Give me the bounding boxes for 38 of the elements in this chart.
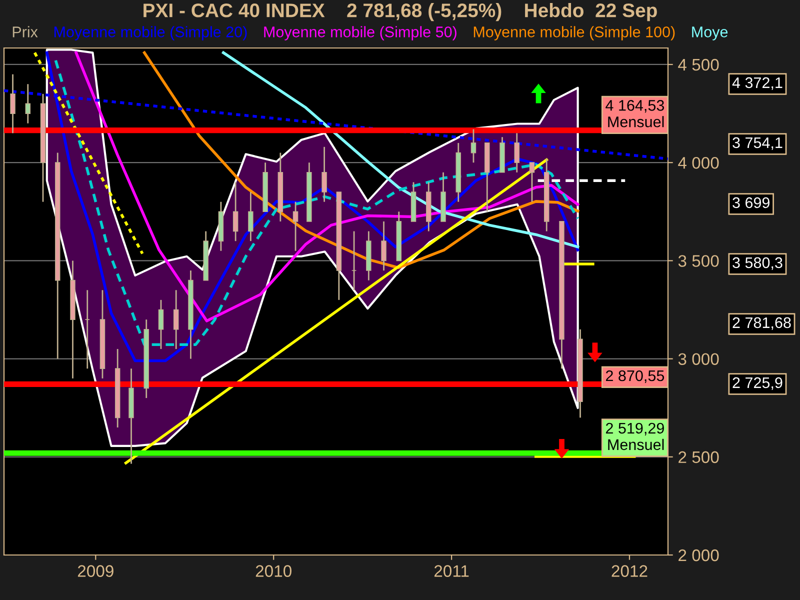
candlestick: [158, 299, 164, 350]
candlestick: [292, 201, 298, 252]
candlestick: [514, 132, 520, 174]
candlestick: [470, 128, 476, 164]
text: Prix: [12, 26, 38, 38]
candlestick: [381, 220, 386, 272]
ref-line-label: 2 519,29 Mensuel: [606, 422, 664, 450]
text: 2 781,68: [732, 317, 791, 330]
series-label: Moyenne mobile (Simple 20): [54, 26, 247, 40]
x-tick-label: 2010: [256, 565, 292, 577]
candlestick: [10, 74, 16, 134]
text: 4 372,1: [732, 77, 782, 90]
text: Moye: [692, 26, 728, 40]
text: 3 754,1: [732, 137, 782, 150]
y-tick-label: 3 500: [678, 255, 719, 267]
y-tick-label: 3 000: [678, 353, 719, 365]
y-tick-label: 4 500: [678, 58, 719, 71]
text: Moyenne mobile (Simple 50): [264, 26, 456, 40]
text: 2 725,9: [732, 377, 782, 390]
candlestick: [248, 191, 254, 242]
y-tick-label: 4 000: [678, 156, 719, 169]
y-tick-label: 2 000: [678, 549, 719, 562]
candlestick: [322, 146, 327, 203]
candlestick: [232, 182, 238, 242]
ref-line-label: 2 870,55: [606, 370, 664, 383]
y-tick-label: 2 500: [678, 451, 719, 464]
candlestick: [529, 162, 535, 203]
candlestick: [25, 83, 30, 124]
x-tick-label: 2012: [612, 565, 648, 577]
x-tick-label: 2009: [78, 565, 114, 577]
text: 3 580,3: [732, 257, 782, 270]
line-series: [222, 51, 580, 248]
chart-title: PXI - CAC 40 INDEX 2 781,68 (-5,25%) Hebdo 22 Sep: [144, 3, 657, 22]
candlestick: [173, 289, 179, 350]
ref-line-label: 4 164,53 Mensuel: [606, 100, 664, 128]
text: 3 699: [732, 197, 770, 208]
x-tick-label: 2011: [434, 565, 469, 577]
text: Moyenne mobile (Simple 100): [474, 26, 675, 40]
